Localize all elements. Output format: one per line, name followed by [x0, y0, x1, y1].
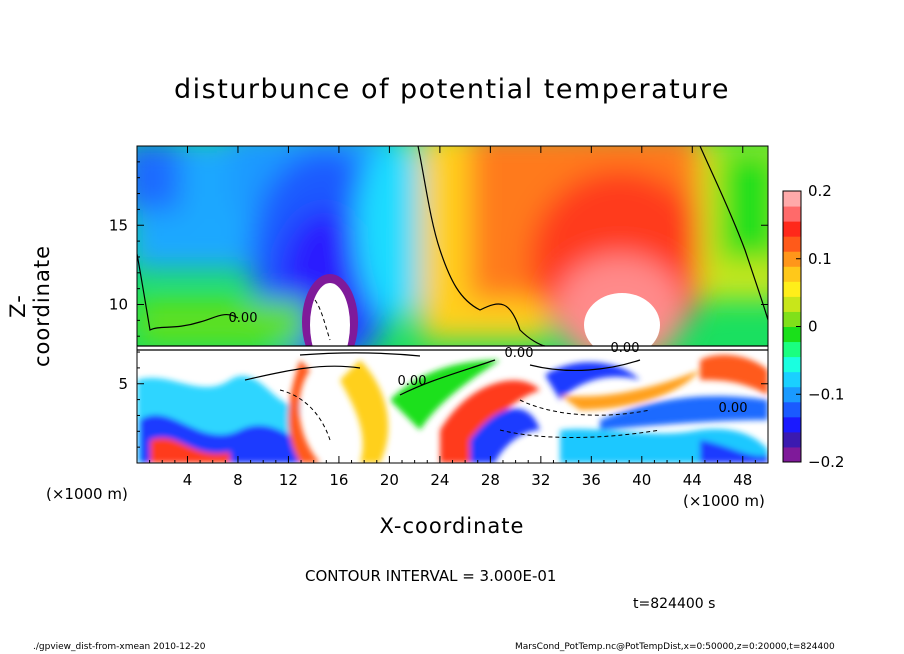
colorbar-swatch: [783, 386, 801, 403]
colorbar-swatch: [783, 326, 801, 343]
y-tick-label: 5: [118, 375, 128, 393]
contour-label: 0.00: [229, 311, 258, 326]
contour-interval-note: CONTOUR INTERVAL = 3.000E-01: [305, 567, 557, 585]
colorbar-swatch: [783, 221, 801, 237]
colorbar-swatch: [783, 356, 801, 373]
colorbar-swatch: [783, 281, 801, 297]
x-axis-label: X-coordinate: [0, 514, 904, 538]
x-tick-label: 4: [183, 471, 193, 489]
colorbar-swatch: [783, 341, 801, 358]
y-tick-label: 15: [109, 216, 128, 234]
contour-label: 0.00: [505, 346, 534, 361]
colorbar-label: 0.2: [808, 182, 832, 200]
chart-title: disturbunce of potential temperature: [174, 74, 730, 105]
colorbar-swatch: [783, 446, 801, 463]
colorbar-label: −0.2: [808, 453, 844, 471]
colorbar-label: 0.1: [808, 250, 832, 268]
colorbar-swatch: [783, 431, 801, 448]
y-tick-label: 10: [109, 296, 128, 314]
colorbar-swatch: [783, 236, 801, 252]
heatmap-field: [137, 146, 768, 463]
contour-label: 0.00: [398, 374, 427, 389]
time-stamp: t=824400 s: [633, 596, 716, 612]
colorbar-swatch: [783, 266, 801, 282]
x-tick-label: 24: [430, 471, 449, 489]
y-axis: 5 10 15: [109, 161, 768, 448]
x-tick-label: 40: [632, 471, 651, 489]
colorbar-label: 0: [808, 318, 818, 336]
x-tick-label: 8: [233, 471, 243, 489]
colorbar-swatch: [783, 251, 801, 267]
contour-label: 0.00: [719, 401, 748, 416]
footer-left: ./gpview_dist-from-xmean 2010-12-20: [33, 642, 206, 652]
colorbar-swatch: [783, 191, 801, 207]
colorbar-swatch: [783, 371, 801, 388]
colorbar-swatch: [783, 206, 801, 222]
x-tick-label: 28: [481, 471, 500, 489]
colorbar: 0.2 0.1 0 −0.1 −0.2: [782, 182, 844, 471]
x-unit-label-left: (×1000 m): [46, 485, 128, 503]
x-axis-label-text: X-coordinate: [379, 514, 525, 538]
contour-label: 0.00: [611, 341, 640, 356]
x-tick-label: 20: [380, 471, 399, 489]
colorbar-swatch: [783, 416, 801, 433]
x-tick-label: 32: [531, 471, 550, 489]
footer-right: MarsCond_PotTemp.nc@PotTempDist,x=0:5000…: [515, 642, 835, 652]
x-tick-label: 12: [279, 471, 298, 489]
x-tick-label: 16: [329, 471, 348, 489]
colorbar-swatch: [783, 296, 801, 312]
colorbar-label: −0.1: [808, 385, 844, 403]
x-tick-label: 36: [582, 471, 601, 489]
contour-labels: 0.00 0.00 0.00 0.00 0.00: [229, 311, 748, 416]
x-unit-label-right: (×1000 m): [683, 492, 765, 510]
x-tick-label: 48: [733, 471, 752, 489]
x-axis: 4 8 12 16 20 24 28 32 36 40 44 48: [149, 146, 756, 489]
x-tick-label: 44: [683, 471, 702, 489]
colorbar-swatch: [783, 311, 801, 327]
colorbar-swatch: [783, 401, 801, 418]
